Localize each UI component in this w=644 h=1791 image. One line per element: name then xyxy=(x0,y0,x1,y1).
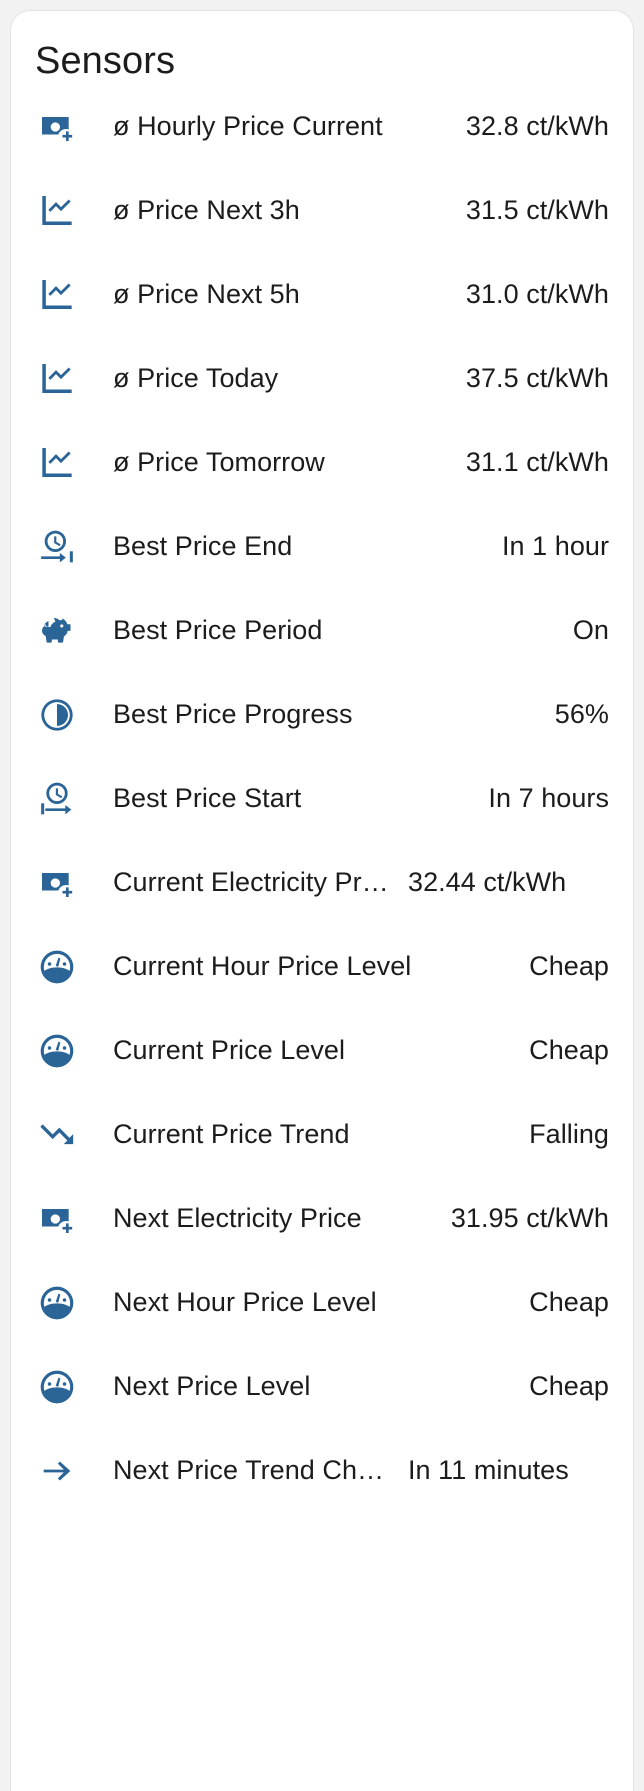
sensor-row[interactable]: Next Electricity Price 31.95 ct/kWh xyxy=(35,1177,609,1261)
sensor-row-label: Current Price Level xyxy=(113,1035,346,1066)
sensor-row-value[interactable]: 32.44 ct/kWh xyxy=(408,867,567,898)
sensor-row-label: ø Price Next 5h xyxy=(113,279,300,310)
sensor-row-value[interactable]: Cheap xyxy=(529,1035,609,1066)
sensor-row-label: ø Price Tomorrow xyxy=(113,447,325,478)
sensor-row[interactable]: Current Hour Price Level Cheap xyxy=(35,925,609,1009)
sensor-row-label: Next Electricity Price xyxy=(113,1203,362,1234)
sensor-row[interactable]: Best Price Period On xyxy=(35,589,609,673)
sensor-row[interactable]: ø Price Tomorrow 31.1 ct/kWh xyxy=(35,421,609,505)
gauge-icon xyxy=(35,945,79,989)
sensor-row-label: Next Price Trend Ch… xyxy=(113,1455,385,1486)
sensor-row[interactable]: Current Electricity Pr… 32.44 ct/kWh xyxy=(35,841,609,925)
arrow-right-icon xyxy=(35,1449,79,1493)
sensor-row-value[interactable]: In 11 minutes xyxy=(408,1455,569,1486)
sensor-row-label: Best Price Period xyxy=(113,615,323,646)
sensor-row[interactable]: ø Price Today 37.5 ct/kWh xyxy=(35,337,609,421)
sensor-row-label: Current Electricity Pr… xyxy=(113,867,389,898)
sensor-row-value[interactable]: Cheap xyxy=(529,951,609,982)
sensor-row-value[interactable]: Cheap xyxy=(529,1287,609,1318)
gauge-icon xyxy=(35,1365,79,1409)
gauge-icon xyxy=(35,1281,79,1325)
sensor-row-value[interactable]: 31.1 ct/kWh xyxy=(465,447,609,478)
sensor-row-label: Best Price Progress xyxy=(113,699,353,730)
sensor-row[interactable]: Best Price Progress 56% xyxy=(35,673,609,757)
cash-plus-icon xyxy=(35,105,79,149)
gauge-icon xyxy=(35,1029,79,1073)
sensor-row-label: Best Price Start xyxy=(113,783,302,814)
sensor-row-value[interactable]: Cheap xyxy=(529,1371,609,1402)
sensor-row-value[interactable]: In 1 hour xyxy=(501,531,609,562)
clock-start-icon xyxy=(35,777,79,821)
sensor-row-value[interactable]: 31.95 ct/kWh xyxy=(450,1203,609,1234)
sensor-row[interactable]: ø Hourly Price Current 32.8 ct/kWh xyxy=(35,85,609,169)
sensor-row-value[interactable]: 37.5 ct/kWh xyxy=(465,363,609,394)
sensor-row[interactable]: Current Price Level Cheap xyxy=(35,1009,609,1093)
sensor-row-label: ø Hourly Price Current xyxy=(113,111,383,142)
cash-plus-icon xyxy=(35,861,79,905)
sensor-row[interactable]: Current Price Trend Falling xyxy=(35,1093,609,1177)
sensor-row[interactable]: ø Price Next 3h 31.5 ct/kWh xyxy=(35,169,609,253)
sensor-row-label: Best Price End xyxy=(113,531,293,562)
sensor-row-label: Current Hour Price Level xyxy=(113,951,412,982)
chart-line-icon xyxy=(35,357,79,401)
circle-half-icon xyxy=(35,693,79,737)
sensor-row[interactable]: Next Price Level Cheap xyxy=(35,1345,609,1429)
sensor-row-label: Next Price Level xyxy=(113,1371,311,1402)
sensor-list: ø Hourly Price Current 32.8 ct/kWh ø Price… xyxy=(11,85,633,1513)
chart-line-icon xyxy=(35,273,79,317)
sensor-row[interactable]: Next Price Trend Ch… In 11 minutes xyxy=(35,1429,609,1513)
sensor-row[interactable]: Best Price Start In 7 hours xyxy=(35,757,609,841)
card-header: Sensors xyxy=(11,11,633,85)
sensor-row-label: ø Price Next 3h xyxy=(113,195,300,226)
chart-line-icon xyxy=(35,441,79,485)
sensor-row-value[interactable]: On xyxy=(572,615,609,646)
clock-end-icon xyxy=(35,525,79,569)
sensor-row-value[interactable]: 56% xyxy=(554,699,609,730)
sensor-row-label: Next Hour Price Level xyxy=(113,1287,377,1318)
sensor-row-label: Current Price Trend xyxy=(113,1119,350,1150)
sensor-row-value[interactable]: 32.8 ct/kWh xyxy=(465,111,609,142)
sensor-row-label: ø Price Today xyxy=(113,363,279,394)
sensor-row-value[interactable]: 31.5 ct/kWh xyxy=(465,195,609,226)
sensor-row-value[interactable]: In 7 hours xyxy=(488,783,609,814)
sensor-row[interactable]: Best Price End In 1 hour xyxy=(35,505,609,589)
chart-line-icon xyxy=(35,189,79,233)
page-title: Sensors xyxy=(35,40,176,82)
piggy-bank-icon xyxy=(35,609,79,653)
sensor-row-value[interactable]: Falling xyxy=(529,1119,609,1150)
sensors-card: Sensors ø Hourly Price Current 32.8 ct/kW… xyxy=(10,10,634,1791)
sensor-row[interactable]: ø Price Next 5h 31.0 ct/kWh xyxy=(35,253,609,337)
sensor-row[interactable]: Next Hour Price Level Cheap xyxy=(35,1261,609,1345)
trending-down-icon xyxy=(35,1113,79,1157)
sensor-row-value[interactable]: 31.0 ct/kWh xyxy=(465,279,609,310)
cash-plus-icon xyxy=(35,1197,79,1241)
